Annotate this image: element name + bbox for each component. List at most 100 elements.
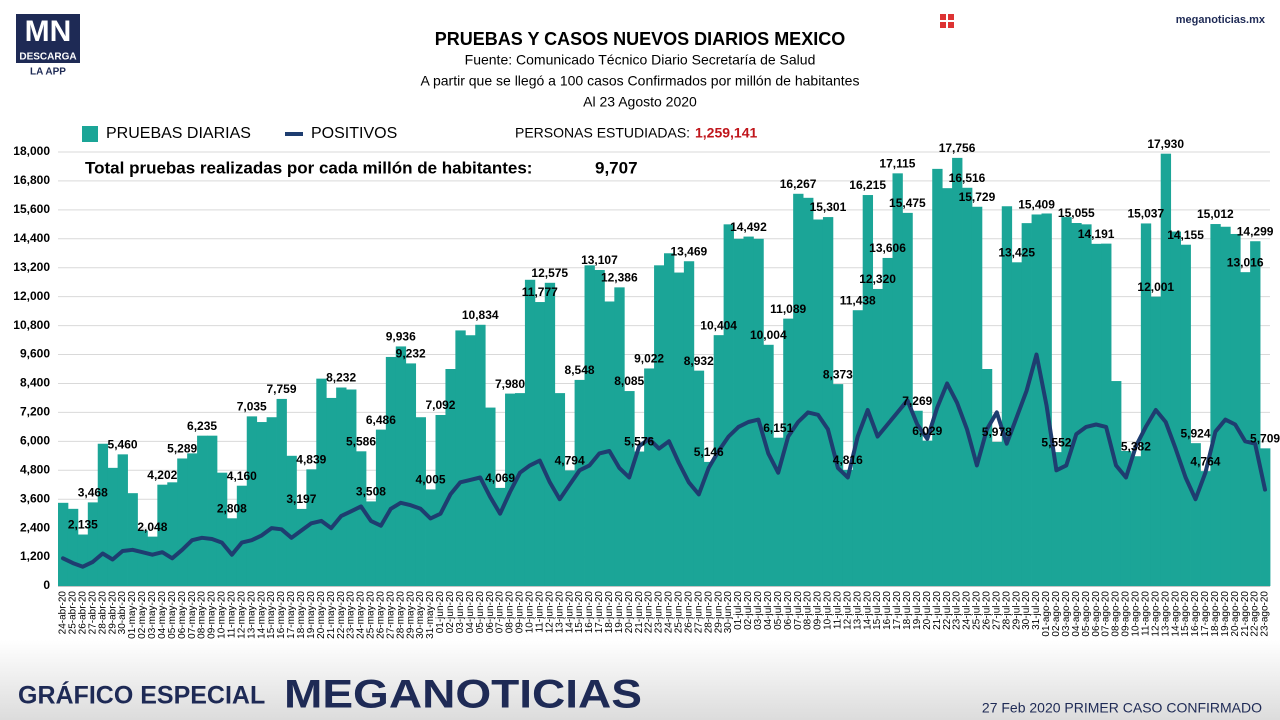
x-tick-label: 03-jul-20: [753, 591, 764, 630]
x-tick-label: 05-ago-20: [1081, 591, 1092, 637]
data-label: 13,425: [998, 245, 1035, 259]
data-label: 14,155: [1167, 228, 1204, 242]
data-label: 10,004: [750, 328, 787, 342]
bar: [1190, 443, 1201, 586]
data-label: 12,001: [1137, 280, 1174, 294]
y-tick-label: 2,400: [20, 520, 50, 534]
x-tick-label: 08-jun-20: [505, 591, 516, 634]
x-tick-label: 25-jun-20: [674, 591, 685, 634]
data-label: 5,552: [1041, 435, 1071, 449]
bar: [763, 344, 774, 586]
legend-label: POSITIVOS: [311, 125, 397, 142]
x-tick-label: 26-abr-20: [77, 591, 88, 635]
data-label: 5,289: [167, 442, 197, 456]
x-tick-label: 03-ago-20: [1061, 591, 1072, 637]
data-label: 16,516: [949, 171, 986, 185]
bar: [922, 440, 933, 586]
x-tick-label: 09-ago-20: [1121, 591, 1132, 637]
x-tick-label: 09-jul-20: [813, 591, 824, 630]
x-tick-label: 03-jun-20: [455, 591, 466, 634]
icon: [940, 22, 946, 28]
x-tick-label: 02-ago-20: [1051, 591, 1062, 637]
x-tick-label: 01-jul-20: [733, 591, 744, 630]
bar: [1120, 450, 1132, 586]
x-tick-label: 30-jun-20: [723, 591, 734, 634]
x-tick-label: 13-jul-20: [852, 591, 863, 630]
x-tick-label: 15-jun-20: [574, 591, 585, 634]
x-tick-label: 25-abr-20: [68, 591, 79, 635]
x-tick-label: 28-jun-20: [703, 591, 714, 634]
x-tick-label: 23-ago-20: [1260, 591, 1271, 637]
data-label: 11,777: [522, 285, 558, 299]
x-tick-label: 16-jul-20: [882, 591, 893, 630]
x-tick-label: 24-may-20: [356, 591, 367, 639]
x-tick-label: 04-jul-20: [763, 591, 774, 630]
bar: [1061, 217, 1072, 586]
x-tick-label: 11-jul-20: [832, 591, 843, 630]
x-tick-label: 13-ago-20: [1160, 591, 1171, 637]
bar: [822, 217, 834, 587]
data-label: 4,160: [227, 469, 257, 483]
data-label: 13,606: [869, 241, 906, 255]
y-tick-label: 10,800: [13, 318, 50, 332]
x-tick-label: 21-jun-20: [634, 591, 645, 634]
x-tick-label: 23-may-20: [346, 591, 357, 639]
x-tick-label: 05-may-20: [167, 591, 178, 639]
x-tick-label: 19-may-20: [306, 591, 317, 639]
bar: [336, 387, 347, 586]
x-tick-label: 27-may-20: [385, 591, 396, 639]
bar: [753, 238, 764, 587]
bar: [644, 368, 655, 586]
annotation-value: 9,707: [595, 158, 638, 177]
x-tick-label: 31-jul-20: [1031, 591, 1042, 630]
x-tick-label: 06-jul-20: [783, 591, 794, 630]
x-tick-label: 29-abr-20: [107, 591, 118, 635]
bar: [912, 410, 923, 586]
bar: [733, 238, 744, 587]
x-tick-label: 28-may-20: [395, 591, 406, 639]
data-label: 5,586: [346, 434, 376, 448]
x-tick-label: 10-jul-20: [823, 591, 834, 630]
site: meganoticias.mx: [1176, 14, 1266, 26]
data-label: 9,232: [396, 347, 426, 361]
bar: [832, 384, 844, 586]
x-tick-label: 08-ago-20: [1111, 591, 1122, 637]
data-label: 15,055: [1058, 206, 1095, 220]
x-tick-label: 23-jun-20: [654, 591, 665, 634]
data-label: 8,085: [614, 374, 644, 388]
x-tick-label: 24-jul-20: [962, 591, 973, 630]
bar: [167, 482, 178, 586]
data-label: 17,115: [879, 157, 915, 171]
annotation-value: 1,259,141: [695, 125, 757, 141]
bar: [564, 470, 575, 586]
x-tick-label: 04-may-20: [157, 591, 168, 639]
data-label: 7,035: [237, 400, 267, 414]
x-tick-label: 24-abr-20: [58, 591, 69, 635]
annotation: Total pruebas realizadas por cada millón…: [85, 158, 532, 177]
x-tick-label: 28-abr-20: [97, 591, 108, 635]
x-tick-label: 10-may-20: [217, 591, 228, 639]
bar: [664, 253, 675, 586]
footer-note: 27 Feb 2020 PRIMER CASO CONFIRMADO: [982, 700, 1262, 716]
data-label: 6,029: [912, 424, 942, 438]
x-tick-label: 16-jun-20: [584, 591, 595, 634]
bar: [614, 287, 625, 586]
x-tick-label: 07-ago-20: [1101, 591, 1112, 637]
x-tick-label: 07-may-20: [187, 591, 198, 639]
x-tick-label: 02-may-20: [137, 591, 148, 639]
data-label: 15,301: [810, 200, 847, 214]
x-tick-label: 06-jun-20: [485, 591, 496, 634]
data-label: 3,508: [356, 485, 386, 499]
data-label: 15,037: [1127, 207, 1164, 221]
bar: [405, 363, 417, 586]
data-label: 3,468: [78, 486, 108, 500]
bar: [266, 417, 277, 586]
y-tick-label: 3,600: [20, 491, 50, 505]
x-tick-label: 17-ago-20: [1200, 591, 1211, 637]
x-tick-label: 12-jun-20: [544, 591, 555, 634]
x-tick-label: 01-ago-20: [1041, 591, 1052, 637]
x-tick-label: 12-ago-20: [1150, 591, 1161, 637]
x-tick-label: 20-jun-20: [624, 591, 635, 634]
data-label: 5,382: [1121, 439, 1151, 453]
